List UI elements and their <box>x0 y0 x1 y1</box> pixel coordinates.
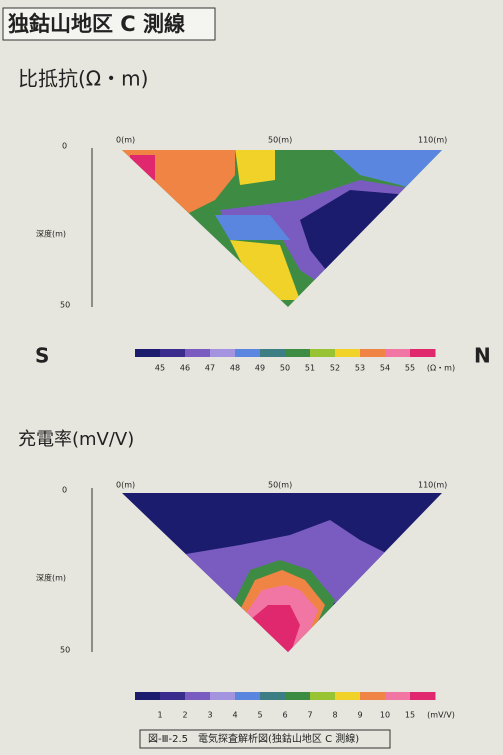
colorbar-swatch <box>310 692 336 700</box>
colorbar-label: 4 <box>232 711 237 720</box>
x-label: 110(m) <box>418 481 447 490</box>
colorbar-label: 46 <box>180 364 190 373</box>
depth-label: 50 <box>60 301 70 310</box>
x-label: 50(m) <box>268 481 292 490</box>
colorbar-swatch <box>410 349 436 357</box>
colorbar-swatch <box>385 692 411 700</box>
colorbar-swatch <box>210 692 236 700</box>
colorbar-unit: (mV/V) <box>427 711 455 720</box>
colorbar-swatch <box>185 692 211 700</box>
colorbar-swatch <box>260 349 286 357</box>
colorbar-label: 5 <box>257 711 262 720</box>
colorbar-label: 8 <box>332 711 337 720</box>
colorbar-swatch <box>385 349 411 357</box>
colorbar-label: 48 <box>230 364 240 373</box>
colorbar-swatch <box>185 349 211 357</box>
colorbar-unit: (Ω・m) <box>427 364 455 373</box>
colorbar-swatch <box>285 349 311 357</box>
colorbar-label: 45 <box>155 364 165 373</box>
caption-box <box>139 729 391 749</box>
colorbar-swatch <box>285 692 311 700</box>
colorbar-label: 10 <box>380 711 390 720</box>
colorbar-label: 51 <box>305 364 315 373</box>
colorbar-label: 7 <box>307 711 312 720</box>
page-title: 独鈷山地区 C 測線 <box>8 12 185 36</box>
depth-label: 0 <box>62 142 67 151</box>
colorbar-swatch <box>335 692 361 700</box>
x-label: 0(m) <box>116 481 135 490</box>
colorbar-swatch <box>135 349 161 357</box>
x-label: 50(m) <box>268 136 292 145</box>
x-label: 110(m) <box>418 136 447 145</box>
colorbar-swatch <box>210 349 236 357</box>
colorbar-swatch <box>235 692 261 700</box>
colorbar-label: 49 <box>255 364 265 373</box>
colorbar-label: 15 <box>405 711 415 720</box>
colorbar-swatch <box>160 349 186 357</box>
title-box <box>2 7 216 41</box>
panel-title: 充電率(mV/V) <box>18 429 134 450</box>
colorbar-swatch <box>160 692 186 700</box>
colorbar-swatch <box>335 349 361 357</box>
colorbar-swatch <box>235 349 261 357</box>
section-image <box>122 493 442 652</box>
colorbar-label: 1 <box>157 711 162 720</box>
colorbar-swatch <box>135 692 161 700</box>
colorbar-label: 55 <box>405 364 415 373</box>
x-label: 0(m) <box>116 136 135 145</box>
depth-label: 深度(m) <box>36 229 66 239</box>
colorbar-swatch <box>310 349 336 357</box>
colorbar-swatch <box>260 692 286 700</box>
colorbar-swatch <box>360 692 386 700</box>
colorbar-label: 50 <box>280 364 290 373</box>
colorbar-label: 2 <box>182 711 187 720</box>
colorbar-label: 9 <box>357 711 362 720</box>
depth-label: 50 <box>60 646 70 655</box>
depth-label: 深度(m) <box>36 573 66 583</box>
colorbar-label: 53 <box>355 364 365 373</box>
panel-title: 比抵抗(Ω・m) <box>18 67 148 91</box>
colorbar-label: 47 <box>205 364 215 373</box>
colorbar-label: 6 <box>282 711 287 720</box>
colorbar-swatch <box>410 692 436 700</box>
depth-label: 0 <box>62 486 67 495</box>
caption: 図-Ⅲ-2.5 電気探査解析図(独鈷山地区 C 測線) <box>148 732 359 745</box>
side-label: N <box>474 344 491 368</box>
colorbar-label: 52 <box>330 364 340 373</box>
side-label: S <box>35 344 49 368</box>
colorbar-swatch <box>360 349 386 357</box>
colorbar-label: 54 <box>380 364 390 373</box>
colorbar-label: 3 <box>207 711 212 720</box>
